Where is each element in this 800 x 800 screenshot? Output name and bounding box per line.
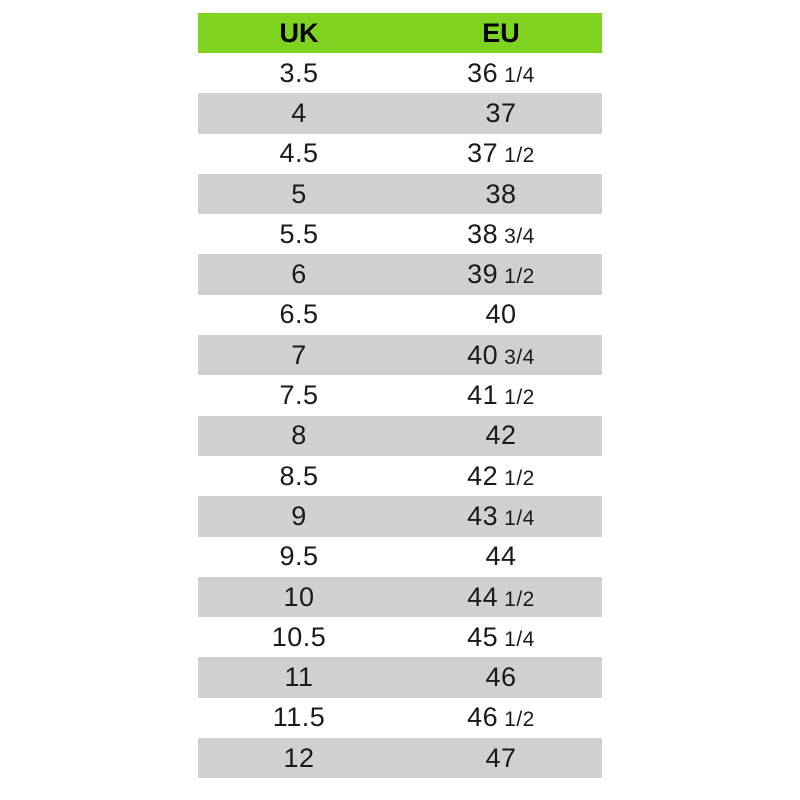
table-row: 7.5 41 1/2 xyxy=(198,375,602,416)
uk-size-cell: 5.5 xyxy=(279,218,319,249)
uk-size-cell: 11 xyxy=(284,662,314,693)
eu-size-fraction: 1/4 xyxy=(504,627,535,651)
table-row: 6 39 1/2 xyxy=(198,254,602,295)
table-header: UK EU xyxy=(198,13,602,53)
table-row: 8 42 xyxy=(198,415,602,456)
eu-size-whole: 40 xyxy=(485,299,517,330)
eu-size-fraction: 1/2 xyxy=(504,587,535,611)
eu-size-whole: 44 xyxy=(485,541,517,572)
table-row: 6.5 40 xyxy=(198,294,602,336)
uk-size-cell: 8.5 xyxy=(279,460,319,491)
eu-size-fraction: 1/2 xyxy=(504,265,535,289)
eu-size-cell: 46 xyxy=(400,662,602,693)
eu-size-fraction: 1/2 xyxy=(504,466,535,490)
table-row: 9.5 44 xyxy=(198,536,602,577)
table-row: 3.5 36 1/4 xyxy=(198,53,602,94)
uk-size-cell: 12 xyxy=(283,742,315,773)
table-body: 3.5 36 1/4 4 37 4.5 37 1/2 5 38 5.5 38 3/4 6 39 1/2 6.5 4… xyxy=(198,53,602,779)
eu-size-cell: 45 1/4 xyxy=(400,622,602,653)
eu-size-fraction: 1/2 xyxy=(504,386,535,410)
table-row: 7 40 3/4 xyxy=(198,335,602,376)
eu-size-whole: 47 xyxy=(485,742,517,773)
eu-size-fraction: 1/2 xyxy=(504,144,535,168)
uk-size-cell: 7 xyxy=(291,339,307,370)
table-row: 5 38 xyxy=(198,173,602,215)
eu-size-cell: 41 1/2 xyxy=(400,380,602,411)
table-row: 11.5 46 1/2 xyxy=(198,697,602,739)
eu-size-fraction: 3/4 xyxy=(504,224,535,248)
eu-size-whole: 39 xyxy=(467,259,499,290)
eu-size-whole: 40 xyxy=(467,339,499,370)
eu-size-cell: 40 xyxy=(400,299,602,330)
eu-size-whole: 44 xyxy=(467,581,499,612)
eu-size-whole: 46 xyxy=(485,662,517,693)
table-row: 10 44 1/2 xyxy=(198,576,602,618)
eu-size-whole: 42 xyxy=(467,460,499,491)
uk-size-cell: 5 xyxy=(291,178,307,209)
eu-size-cell: 47 xyxy=(400,743,602,774)
eu-size-whole: 46 xyxy=(467,702,499,733)
eu-size-cell: 36 1/4 xyxy=(400,58,602,89)
eu-size-whole: 37 xyxy=(485,97,517,128)
eu-size-whole: 41 xyxy=(467,380,499,411)
size-conversion-table: UK EU 3.5 36 1/4 4 37 4.5 37 1/2 5 38 5.5 38 3/4 6 39 1… xyxy=(198,13,602,779)
eu-size-cell: 42 xyxy=(400,420,602,451)
eu-size-cell: 44 1/2 xyxy=(400,582,602,613)
eu-size-cell: 39 1/2 xyxy=(400,259,602,290)
table-row: 10.5 45 1/4 xyxy=(198,617,602,658)
table-row: 4 37 xyxy=(198,93,602,134)
eu-size-cell: 43 1/4 xyxy=(400,501,602,532)
table-row: 12 47 xyxy=(198,738,602,779)
eu-size-cell: 37 1/2 xyxy=(400,138,602,169)
uk-size-cell: 9.5 xyxy=(279,541,319,572)
eu-size-cell: 40 3/4 xyxy=(400,340,602,371)
uk-size-cell: 10.5 xyxy=(271,621,327,652)
eu-size-fraction: 3/4 xyxy=(504,345,535,369)
eu-size-cell: 38 xyxy=(400,179,602,210)
uk-size-cell: 6 xyxy=(291,259,307,290)
table-row: 4.5 37 1/2 xyxy=(198,133,602,174)
uk-size-cell: 9 xyxy=(291,500,307,531)
eu-size-whole: 45 xyxy=(467,621,499,652)
header-uk: UK xyxy=(279,17,319,48)
eu-size-whole: 36 xyxy=(467,57,499,88)
uk-size-cell: 4 xyxy=(291,97,307,128)
uk-size-cell: 4.5 xyxy=(279,138,319,169)
eu-size-whole: 37 xyxy=(467,138,499,169)
table-row: 11 46 xyxy=(198,657,602,698)
eu-size-cell: 37 xyxy=(400,98,602,129)
eu-size-fraction: 1/4 xyxy=(504,63,535,87)
eu-size-fraction: 1/2 xyxy=(504,708,535,732)
eu-size-whole: 38 xyxy=(485,178,517,209)
uk-size-cell: 8 xyxy=(291,420,307,451)
eu-size-whole: 38 xyxy=(467,218,499,249)
uk-size-cell: 11.5 xyxy=(272,702,326,733)
table-row: 8.5 42 1/2 xyxy=(198,455,602,497)
uk-size-cell: 7.5 xyxy=(279,380,319,411)
eu-size-cell: 44 xyxy=(400,541,602,572)
eu-size-cell: 46 1/2 xyxy=(400,702,602,733)
eu-size-whole: 42 xyxy=(485,420,517,451)
table-row: 5.5 38 3/4 xyxy=(198,214,602,255)
table-row: 9 43 1/4 xyxy=(198,496,602,537)
eu-size-cell: 38 3/4 xyxy=(400,219,602,250)
eu-size-fraction: 1/4 xyxy=(504,506,535,530)
header-eu: EU xyxy=(482,17,520,48)
eu-size-whole: 43 xyxy=(467,500,499,531)
uk-size-cell: 6.5 xyxy=(279,299,319,330)
uk-size-cell: 10 xyxy=(283,581,315,612)
eu-size-cell: 42 1/2 xyxy=(400,461,602,492)
uk-size-cell: 3.5 xyxy=(279,57,319,88)
